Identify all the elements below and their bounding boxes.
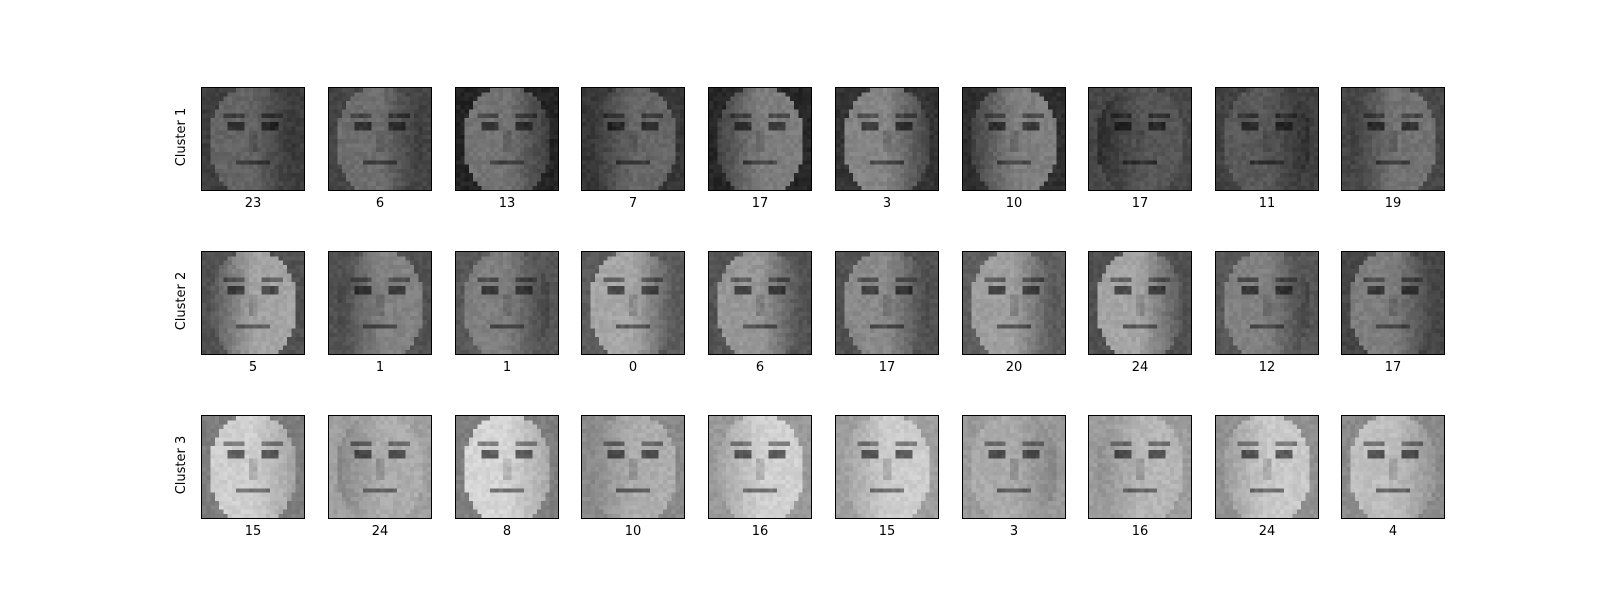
thumbnail-caption: 12 (1258, 360, 1276, 375)
face-image (582, 88, 684, 190)
thumbnail-caption: 7 (628, 196, 638, 211)
thumbnail-caption: 13 (498, 196, 516, 211)
face-image (329, 88, 431, 190)
thumbnail-caption: 16 (1131, 524, 1149, 539)
face-thumbnail (581, 251, 685, 355)
face-thumbnail (835, 87, 939, 191)
face-image (836, 252, 938, 354)
thumbnail-caption: 19 (1384, 196, 1402, 211)
thumbnail-caption: 15 (878, 524, 896, 539)
face-image (963, 252, 1065, 354)
thumbnail-caption: 17 (751, 196, 769, 211)
face-thumbnail (708, 251, 812, 355)
face-image (709, 416, 811, 518)
face-image (836, 416, 938, 518)
thumbnail-caption: 10 (1005, 196, 1023, 211)
face-image (202, 88, 304, 190)
face-image (582, 252, 684, 354)
face-thumbnail (1341, 87, 1445, 191)
row-label-cluster-3: Cluster 3 (174, 435, 189, 495)
face-thumbnail (708, 415, 812, 519)
face-image (1216, 416, 1318, 518)
face-image (202, 252, 304, 354)
face-image (963, 416, 1065, 518)
face-image (1089, 416, 1191, 518)
face-thumbnail (201, 415, 305, 519)
thumbnail-caption: 6 (755, 360, 765, 375)
face-image (963, 88, 1065, 190)
thumbnail-caption: 23 (244, 196, 262, 211)
thumbnail-caption: 0 (628, 360, 638, 375)
face-image (836, 88, 938, 190)
face-thumbnail (1341, 415, 1445, 519)
face-image (456, 88, 558, 190)
thumbnail-caption: 8 (502, 524, 512, 539)
face-thumbnail (201, 87, 305, 191)
thumbnail-caption: 1 (502, 360, 512, 375)
thumbnail-caption: 15 (244, 524, 262, 539)
face-thumbnail (962, 87, 1066, 191)
thumbnail-caption: 6 (375, 196, 385, 211)
thumbnail-caption: 4 (1388, 524, 1398, 539)
face-thumbnail (962, 415, 1066, 519)
thumbnail-caption: 5 (248, 360, 258, 375)
face-image (709, 88, 811, 190)
face-image (1342, 252, 1444, 354)
thumbnail-caption: 17 (1131, 196, 1149, 211)
face-thumbnail (455, 251, 559, 355)
thumbnail-caption: 16 (751, 524, 769, 539)
face-image (329, 416, 431, 518)
face-thumbnail (1088, 87, 1192, 191)
thumbnail-caption: 11 (1258, 196, 1276, 211)
thumbnail-caption: 10 (624, 524, 642, 539)
face-image (456, 252, 558, 354)
face-thumbnail (328, 251, 432, 355)
face-thumbnail (328, 415, 432, 519)
face-image (329, 252, 431, 354)
row-label-cluster-2: Cluster 2 (174, 271, 189, 331)
face-thumbnail (1215, 251, 1319, 355)
face-thumbnail (708, 87, 812, 191)
face-thumbnail (1215, 415, 1319, 519)
face-thumbnail (328, 87, 432, 191)
face-image (1342, 416, 1444, 518)
face-thumbnail (835, 251, 939, 355)
thumbnail-caption: 20 (1005, 360, 1023, 375)
face-thumbnail (455, 87, 559, 191)
face-thumbnail (455, 415, 559, 519)
face-image (1216, 88, 1318, 190)
face-thumbnail (1341, 251, 1445, 355)
thumbnail-caption: 17 (1384, 360, 1402, 375)
face-image (1342, 88, 1444, 190)
face-thumbnail (962, 251, 1066, 355)
thumbnail-caption: 3 (882, 196, 892, 211)
thumbnail-caption: 1 (375, 360, 385, 375)
face-image (202, 416, 304, 518)
face-image (1089, 252, 1191, 354)
thumbnail-caption: 24 (1131, 360, 1149, 375)
face-image (456, 416, 558, 518)
face-thumbnail (835, 415, 939, 519)
row-label-cluster-1: Cluster 1 (174, 107, 189, 167)
face-image (582, 416, 684, 518)
face-thumbnail (1088, 251, 1192, 355)
face-image (709, 252, 811, 354)
thumbnail-caption: 24 (1258, 524, 1276, 539)
face-image (1216, 252, 1318, 354)
face-thumbnail (581, 415, 685, 519)
thumbnail-caption: 24 (371, 524, 389, 539)
face-thumbnail (581, 87, 685, 191)
face-thumbnail (1088, 415, 1192, 519)
thumbnail-caption: 3 (1009, 524, 1019, 539)
face-image (1089, 88, 1191, 190)
face-thumbnail (201, 251, 305, 355)
thumbnail-caption: 17 (878, 360, 896, 375)
face-thumbnail (1215, 87, 1319, 191)
